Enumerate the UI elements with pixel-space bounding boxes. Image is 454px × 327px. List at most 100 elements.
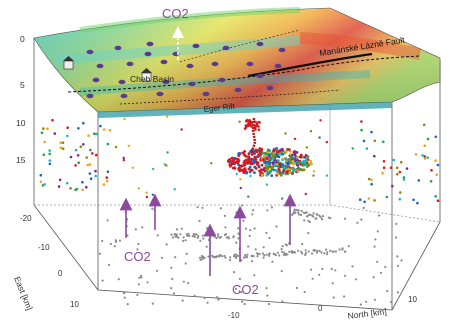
grey-dot bbox=[244, 227, 247, 230]
hypocenter-dot bbox=[51, 118, 54, 122]
hypocenter-dot bbox=[253, 157, 257, 160]
grey-dot bbox=[238, 277, 241, 280]
hypocenter-dot bbox=[385, 195, 389, 199]
hypocenter-dot bbox=[272, 148, 276, 151]
grey-dot bbox=[373, 245, 376, 248]
grey-dot bbox=[334, 269, 337, 272]
hypocenter-dot bbox=[247, 195, 250, 198]
hypocenter-dot bbox=[66, 126, 69, 129]
grey-dot bbox=[213, 233, 216, 236]
grey-dot bbox=[229, 256, 232, 259]
grey-dot bbox=[286, 253, 289, 256]
north-tick: -10 bbox=[228, 311, 240, 320]
grey-dot bbox=[360, 218, 363, 221]
grey-dot bbox=[177, 236, 180, 239]
grey-dot bbox=[123, 296, 126, 299]
hypocenter-dot bbox=[373, 154, 376, 158]
hypocenter-dot bbox=[271, 162, 275, 165]
grey-dot bbox=[343, 274, 347, 277]
co2-label-left: CO2 bbox=[124, 249, 151, 264]
hypocenter-dot bbox=[382, 166, 386, 169]
grey-dot bbox=[228, 258, 232, 262]
hypocenter-dot bbox=[235, 172, 238, 176]
hypocenter-dot bbox=[231, 162, 235, 166]
grey-dot bbox=[395, 222, 398, 225]
grey-dot bbox=[319, 215, 322, 218]
hypocenter-dot bbox=[291, 162, 295, 166]
grey-dot bbox=[180, 227, 183, 230]
co2-vent bbox=[92, 77, 100, 83]
grey-dot bbox=[207, 255, 210, 258]
hypocenter-dot bbox=[245, 119, 248, 123]
grey-dot bbox=[295, 286, 298, 290]
east-tick: 0 bbox=[58, 269, 63, 278]
grey-dot bbox=[137, 283, 140, 286]
hypocenter-dot bbox=[250, 162, 254, 166]
grey-dot bbox=[266, 294, 269, 297]
hypocenter-dot bbox=[267, 164, 271, 168]
hypocenter-dot bbox=[276, 172, 280, 176]
grey-dot bbox=[268, 252, 271, 255]
grey-dot bbox=[304, 253, 307, 256]
grey-dot bbox=[232, 236, 235, 239]
hypocenter-dot bbox=[260, 173, 264, 177]
grey-dot bbox=[171, 236, 175, 239]
grey-dot bbox=[151, 207, 154, 210]
grey-dot bbox=[305, 211, 308, 214]
hypocenter-dot bbox=[360, 128, 363, 132]
hypocenter-dot bbox=[434, 159, 437, 162]
grey-dot bbox=[327, 216, 330, 219]
hypocenter-dot bbox=[373, 139, 377, 143]
hypocenter-dot bbox=[271, 157, 275, 161]
hypocenter-dot bbox=[122, 158, 126, 162]
hypocenter-dot bbox=[88, 163, 92, 166]
grey-dot bbox=[139, 274, 142, 277]
grey-dot bbox=[307, 232, 310, 235]
grey-dot bbox=[237, 227, 240, 230]
hypocenter-dot bbox=[61, 141, 65, 144]
grey-dot bbox=[233, 253, 236, 256]
hypocenter-dot bbox=[39, 180, 43, 184]
hypocenter-dot bbox=[145, 191, 148, 194]
grey-dot bbox=[224, 226, 227, 229]
grey-dot bbox=[155, 269, 159, 272]
grey-dot bbox=[182, 239, 185, 242]
hypocenter-dot bbox=[265, 183, 269, 186]
hypocenter-dot bbox=[89, 148, 92, 152]
grey-dot bbox=[303, 219, 306, 222]
hypocenter-dot bbox=[69, 187, 72, 190]
hypocenter-dot bbox=[247, 155, 250, 159]
grey-dot bbox=[309, 213, 312, 216]
grey-dot bbox=[253, 227, 256, 230]
hypocenter-dot bbox=[230, 156, 234, 160]
grey-dot bbox=[235, 241, 238, 244]
grey-dot bbox=[338, 248, 341, 251]
grey-dot bbox=[310, 268, 313, 271]
co2-vent bbox=[218, 77, 226, 83]
hypocenter-dot bbox=[391, 184, 394, 188]
grey-dot bbox=[217, 298, 220, 301]
grey-dot bbox=[304, 252, 307, 255]
hypocenter-dot bbox=[210, 162, 213, 165]
building-icon bbox=[63, 56, 74, 70]
east-tick: -10 bbox=[38, 243, 50, 252]
hypocenter-dot bbox=[239, 164, 243, 168]
grey-dot bbox=[170, 266, 173, 269]
hypocenter-dot bbox=[86, 163, 90, 167]
grey-dot bbox=[170, 233, 173, 236]
hypocenter-dot bbox=[42, 127, 45, 130]
hypocenter-dot bbox=[76, 154, 80, 157]
grey-dot bbox=[171, 277, 174, 281]
depth-tick: 5 bbox=[20, 80, 25, 90]
hypocenter-dot bbox=[436, 199, 440, 202]
grey-dot bbox=[332, 296, 335, 299]
grey-dot bbox=[219, 235, 222, 239]
grey-dot bbox=[205, 227, 209, 230]
co2-vent bbox=[211, 61, 219, 67]
grey-dot bbox=[108, 263, 111, 267]
hypocenter-dot bbox=[275, 153, 278, 157]
town-icons bbox=[63, 56, 152, 82]
hypocenter-dot bbox=[370, 182, 373, 186]
hypocenter-dot bbox=[269, 169, 273, 173]
co2-vent bbox=[188, 81, 196, 87]
